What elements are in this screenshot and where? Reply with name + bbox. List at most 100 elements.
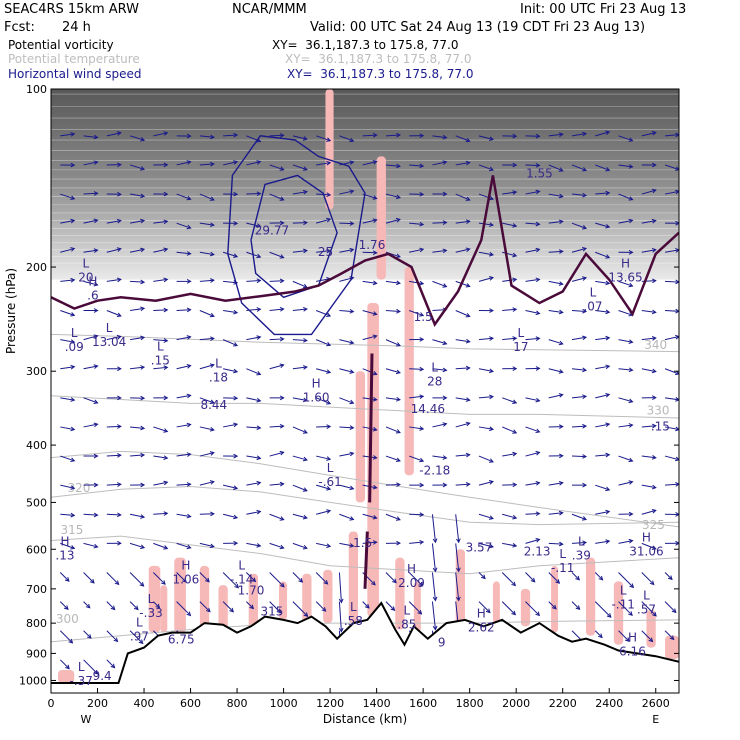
isentrope-325	[51, 450, 679, 528]
wind-vector	[292, 135, 308, 140]
wind-arrowhead	[512, 133, 518, 139]
wind-vector	[571, 164, 587, 171]
wind-vector	[222, 513, 238, 519]
wind-arrowhead	[582, 394, 588, 400]
wind-arrowhead	[535, 538, 541, 543]
wind-arrowhead	[396, 163, 401, 169]
wind-vector	[129, 513, 145, 518]
wind-vector	[618, 481, 633, 486]
extremum-marker: L	[517, 326, 524, 340]
wind-vector	[409, 248, 424, 253]
wind-vector	[525, 337, 540, 341]
wind-vector	[478, 164, 494, 171]
wind-arrowhead	[489, 222, 495, 228]
wind-arrowhead	[512, 543, 518, 548]
wind-arrowhead	[186, 251, 192, 256]
extremum-value: 14.46	[411, 402, 445, 416]
wind-vector	[502, 397, 517, 404]
wind-vector	[618, 601, 633, 616]
wind-vector	[362, 335, 377, 341]
wind-vector	[176, 251, 191, 255]
wind-arrowhead	[489, 336, 495, 341]
wind-vector	[153, 455, 168, 459]
wind-arrowhead	[302, 545, 308, 550]
wind-vector	[176, 394, 191, 399]
wind-arrowhead	[488, 480, 494, 485]
extremum-value: .18	[209, 371, 228, 385]
x-tick-label: 1600	[409, 697, 437, 710]
wind-vector	[455, 367, 470, 370]
wind-vector	[548, 133, 563, 137]
wind-arrowhead	[302, 456, 308, 462]
wind-vector	[548, 193, 563, 198]
extremum-value: 20	[78, 271, 93, 285]
wind-arrowhead	[442, 455, 448, 460]
wind-arrowhead	[651, 336, 657, 341]
wind-arrowhead	[186, 335, 192, 340]
wind-arrowhead	[349, 221, 355, 226]
wind-arrowhead	[395, 516, 401, 521]
wind-vector	[409, 455, 424, 462]
wind-vector	[618, 339, 633, 343]
wind-vector	[246, 542, 261, 547]
wind-vector	[129, 630, 144, 644]
wind-arrowhead	[298, 577, 304, 583]
wind-arrowhead	[163, 428, 169, 433]
wind-arrowhead	[113, 637, 119, 643]
wind-arrowhead	[582, 276, 588, 281]
wind-vector	[594, 572, 603, 581]
wind-arrowhead	[186, 611, 192, 617]
wind-vector	[571, 455, 587, 458]
wind-vector	[246, 135, 261, 142]
extremum-value: -.37	[70, 674, 93, 688]
isentrope-320	[51, 485, 679, 526]
wind-vector	[478, 337, 494, 341]
pv-fill-region	[585, 557, 596, 636]
wind-arrowhead	[465, 338, 471, 344]
wind-vector	[502, 191, 517, 195]
wind-arrowhead	[558, 541, 564, 547]
wind-vector	[408, 601, 422, 615]
wind-vector	[502, 278, 517, 282]
wind-arrowhead	[465, 283, 471, 288]
extremum-marker: L	[215, 357, 222, 371]
wind-arrowhead	[163, 307, 169, 313]
wind-arrowhead	[418, 581, 424, 587]
x-tick-label: 600	[180, 697, 201, 710]
wind-vector	[222, 572, 239, 589]
wind-vector	[60, 193, 75, 200]
wind-arrowhead	[629, 583, 635, 589]
wind-arrowhead	[628, 367, 634, 373]
wind-vector	[595, 510, 610, 515]
wind-vector	[339, 339, 354, 344]
extremum-value: .07	[583, 299, 602, 313]
wind-vector	[292, 542, 308, 549]
isentrope-label: 340	[644, 338, 667, 352]
wind-vector	[339, 368, 354, 373]
wind-arrowhead	[489, 394, 495, 400]
wind-arrowhead	[575, 605, 581, 610]
wind-vector	[665, 309, 679, 312]
x-tick-label: 2000	[502, 697, 530, 710]
x-tick-label: 2400	[595, 697, 623, 710]
wind-arrowhead	[349, 137, 355, 143]
extremum-value: 28	[427, 375, 442, 389]
extremum-value: .6	[87, 288, 98, 302]
wind-vector	[223, 423, 238, 428]
wind-vector	[408, 572, 423, 587]
wind-arrowhead	[419, 133, 425, 139]
wind-arrowhead	[279, 450, 285, 456]
wind-vector	[664, 630, 675, 640]
wind-vector	[618, 135, 633, 142]
wind-vector	[664, 455, 679, 461]
wind-arrowhead	[392, 578, 397, 584]
wind-arrowhead	[456, 567, 461, 573]
wind-arrowhead	[256, 138, 262, 143]
wind-arrowhead	[303, 306, 308, 312]
wind-arrowhead	[233, 368, 239, 374]
wind-arrowhead	[140, 395, 146, 401]
wind-vector	[595, 310, 610, 313]
wind-arrowhead	[326, 369, 332, 374]
wind-arrowhead	[675, 482, 679, 487]
wind-arrowhead	[628, 511, 634, 517]
